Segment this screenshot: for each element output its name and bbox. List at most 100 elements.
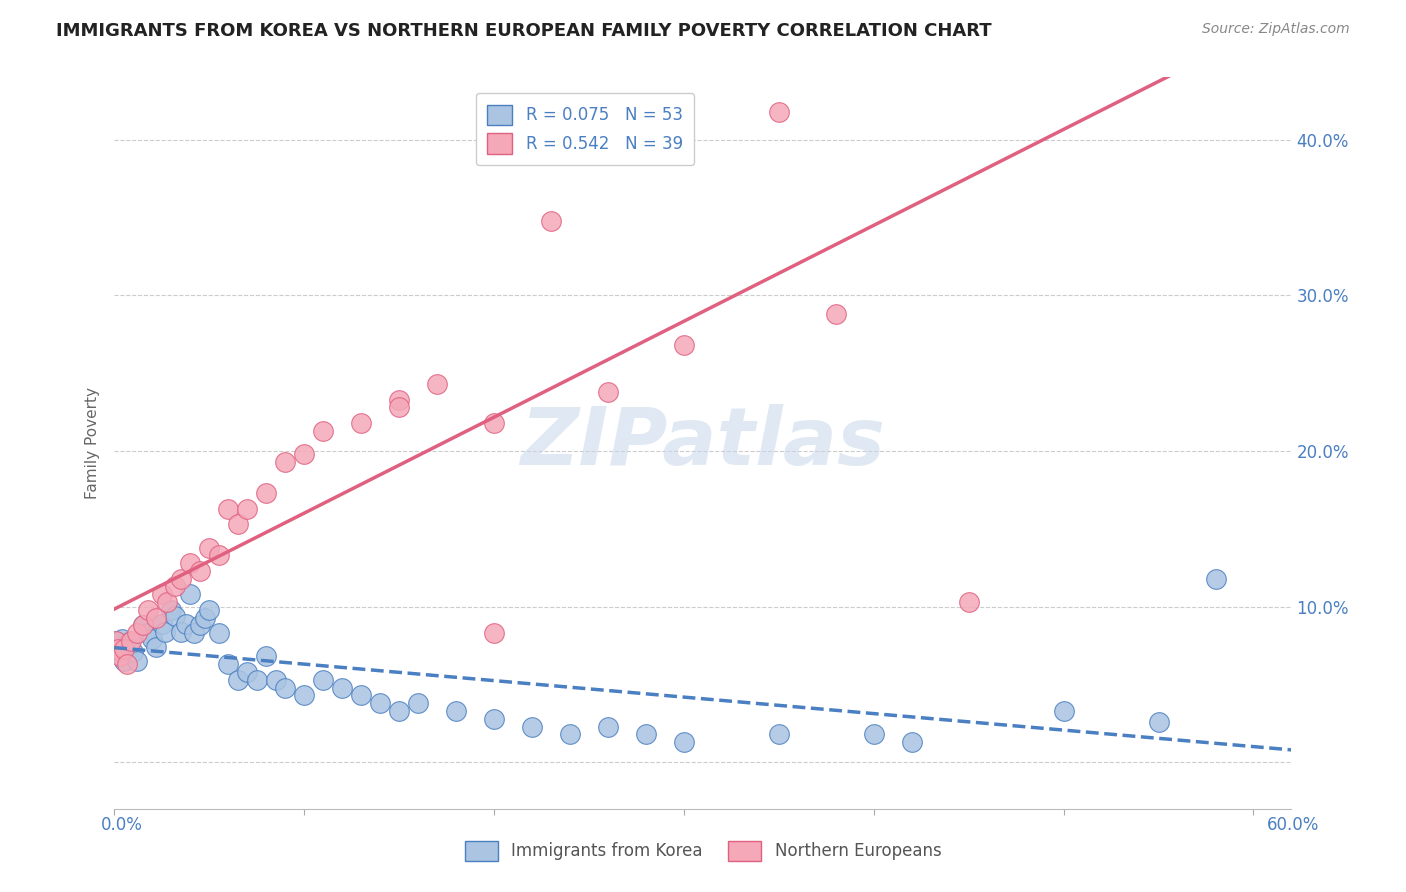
Point (292, 689, 315, 703)
Point (111, 632, 134, 647)
Text: Source: ZipAtlas.com: Source: ZipAtlas.com (1202, 22, 1350, 37)
Point (768, 727, 790, 741)
Point (145, 610, 167, 624)
Point (122, 645, 145, 659)
Point (1205, 572, 1227, 586)
Point (274, 455, 297, 469)
Point (138, 626, 160, 640)
Point (141, 632, 163, 647)
Point (226, 517, 249, 532)
Point (596, 719, 619, 733)
Point (482, 626, 505, 640)
Point (120, 633, 142, 648)
Point (330, 681, 353, 695)
Point (254, 486, 277, 500)
Point (1052, 704, 1074, 718)
Point (312, 673, 335, 687)
Point (482, 416, 505, 430)
Point (107, 639, 129, 653)
Point (520, 719, 543, 733)
Y-axis label: Family Poverty: Family Poverty (86, 387, 100, 500)
Legend: R = 0.075   N = 53, R = 0.542   N = 39: R = 0.075 N = 53, R = 0.542 N = 39 (475, 93, 695, 165)
Point (768, 104, 790, 119)
Point (1147, 714, 1170, 729)
Point (198, 541, 221, 555)
Point (194, 610, 217, 624)
Point (145, 640, 167, 654)
Point (217, 657, 239, 672)
Point (169, 572, 191, 586)
Point (388, 392, 411, 407)
Point (107, 641, 129, 656)
Point (254, 649, 277, 664)
Point (176, 616, 198, 631)
Point (183, 626, 205, 640)
Point (900, 735, 922, 749)
Point (862, 727, 884, 741)
Point (150, 587, 173, 601)
Point (163, 579, 186, 593)
Point (125, 654, 148, 668)
Text: ZIPatlas: ZIPatlas (520, 404, 886, 483)
Point (236, 665, 259, 679)
Point (169, 624, 191, 639)
Point (163, 609, 186, 624)
Point (114, 640, 136, 654)
Point (406, 696, 429, 710)
Point (236, 501, 259, 516)
Legend: Immigrants from Korea, Northern Europeans: Immigrants from Korea, Northern European… (458, 834, 948, 868)
Point (274, 681, 297, 695)
Point (105, 633, 128, 648)
Point (117, 657, 139, 672)
Point (138, 603, 160, 617)
Text: IMMIGRANTS FROM KOREA VS NORTHERN EUROPEAN FAMILY POVERTY CORRELATION CHART: IMMIGRANTS FROM KOREA VS NORTHERN EUROPE… (56, 22, 991, 40)
Point (957, 595, 980, 609)
Point (672, 338, 695, 352)
Point (108, 649, 131, 664)
Point (264, 673, 287, 687)
Text: 0.0%: 0.0% (101, 816, 143, 834)
Point (426, 377, 449, 392)
Point (388, 704, 411, 718)
Point (179, 556, 201, 570)
Point (118, 635, 141, 649)
Point (105, 633, 128, 648)
Point (862, 58, 884, 72)
Point (312, 424, 335, 438)
Point (672, 735, 695, 749)
Point (226, 673, 249, 687)
Point (1052, 12, 1074, 26)
Point (246, 673, 269, 687)
Point (540, 213, 562, 227)
Point (444, 704, 467, 718)
Point (207, 626, 229, 640)
Point (596, 384, 619, 399)
Point (117, 646, 139, 660)
Point (160, 603, 183, 617)
Point (150, 616, 173, 631)
Point (292, 447, 315, 461)
Point (207, 549, 229, 563)
Point (217, 501, 239, 516)
Point (131, 618, 153, 632)
Point (350, 689, 373, 703)
Point (108, 643, 131, 657)
Point (482, 712, 505, 726)
Point (634, 727, 657, 741)
Point (188, 618, 211, 632)
Point (156, 595, 179, 609)
Point (112, 641, 135, 656)
Point (131, 618, 153, 632)
Point (824, 307, 846, 321)
Text: 60.0%: 60.0% (1267, 816, 1319, 834)
Point (155, 624, 177, 639)
Point (368, 696, 391, 710)
Point (179, 587, 201, 601)
Point (112, 654, 135, 668)
Point (188, 564, 211, 578)
Point (558, 727, 581, 741)
Point (350, 416, 373, 430)
Point (125, 626, 148, 640)
Point (198, 603, 221, 617)
Point (388, 401, 411, 415)
